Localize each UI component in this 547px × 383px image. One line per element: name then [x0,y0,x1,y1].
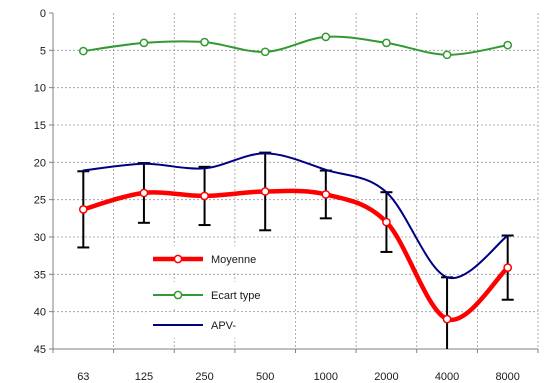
data-point-moyenne [139,188,149,198]
x-tick-label: 500 [256,371,274,383]
chart-grid [53,13,539,349]
x-tick-label: 2000 [374,371,398,383]
data-point-moyenne [78,205,88,214]
legend-marker-moyenne [173,254,183,264]
x-tick-label: 250 [195,371,213,383]
legend-label: Moyenne [211,254,256,266]
y-tick-label: 0 [40,8,46,20]
data-point-ecart-type [503,40,513,50]
y-axis-ticks: 0 5 10 15 20 25 30 35 40 45 [34,8,53,356]
series-markers [78,32,513,324]
y-tick-label: 10 [34,83,46,95]
legend-label: APV- [211,320,236,332]
x-tick-label: 125 [135,371,153,383]
y-tick-label: 5 [40,45,46,57]
y-tick-label: 40 [34,307,46,319]
data-point-ecart-type [382,38,391,48]
x-tick-label: 4000 [435,371,459,383]
data-point-ecart-type [139,38,149,48]
data-point-moyenne [503,263,513,272]
y-tick-label: 35 [34,269,46,281]
data-point-ecart-type [442,50,452,60]
data-point-ecart-type [260,47,270,57]
data-point-moyenne [321,190,331,199]
y-tick-label: 30 [34,232,46,244]
series-line-ecart-type [82,35,509,56]
data-point-ecart-type [321,32,331,42]
data-point-moyenne [382,217,391,227]
x-tick-label: 63 [77,371,89,383]
y-tick-label: 25 [34,195,46,207]
series-line-apv [82,152,509,280]
data-point-moyenne [260,187,270,196]
x-axis-ticks: 63 125 250 500 1000 2000 4000 8000 [52,349,539,383]
x-tick-label: 1000 [314,371,338,383]
data-point-moyenne [442,314,452,324]
y-tick-label: 20 [34,157,46,169]
data-point-moyenne [200,191,209,201]
legend-label: Ecart type [211,290,261,302]
data-point-ecart-type [200,37,209,47]
legend-marker-ecart-type [173,290,183,300]
chart-legend: Moyenne Ecart type APV- [148,246,261,338]
data-point-ecart-type [78,46,88,56]
y-tick-label: 15 [34,120,46,132]
x-tick-label: 8000 [495,371,519,383]
y-tick-label: 45 [34,344,46,356]
